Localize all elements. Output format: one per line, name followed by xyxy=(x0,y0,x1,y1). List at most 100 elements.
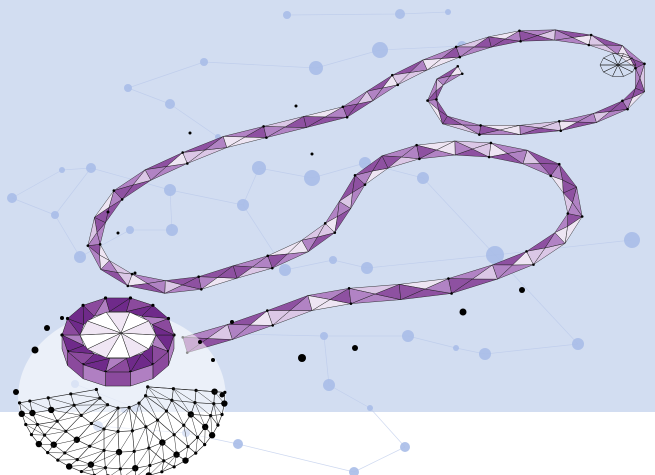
vertex-dot xyxy=(459,308,467,316)
dome-edge xyxy=(118,452,121,469)
tube-vertex xyxy=(415,143,418,147)
dome-edge xyxy=(57,415,82,422)
tube-facet xyxy=(507,149,528,165)
dome-edge xyxy=(145,426,163,443)
dome-edge xyxy=(70,393,75,406)
dome-edge xyxy=(163,460,175,468)
dome-edge xyxy=(195,444,205,454)
tube-facet xyxy=(352,175,366,193)
network-node xyxy=(237,199,249,211)
dome-edge xyxy=(120,468,122,475)
tube-facet xyxy=(562,179,577,194)
rim-facet xyxy=(61,334,68,366)
dome-edge xyxy=(31,424,38,435)
dome-vertex xyxy=(46,451,50,455)
tube-vertex xyxy=(557,162,561,166)
dome-edge xyxy=(44,421,58,436)
tube-facet xyxy=(147,280,166,294)
dome-edge xyxy=(25,424,45,436)
dome-edge xyxy=(37,424,45,436)
network-line xyxy=(234,333,325,337)
dome-edge xyxy=(145,419,158,428)
network-line xyxy=(169,189,244,206)
dome-edge xyxy=(111,468,121,475)
dome-edge xyxy=(190,414,198,438)
vertex-dot xyxy=(230,320,234,324)
dome-vertex xyxy=(172,465,176,469)
tube-vertex xyxy=(587,43,591,47)
network-node xyxy=(233,439,243,449)
tube-facet xyxy=(436,140,456,156)
dome-edge xyxy=(103,428,119,432)
network-node xyxy=(86,163,96,173)
dome-edge xyxy=(133,426,147,452)
tube-facet xyxy=(554,29,573,41)
tube-vertex xyxy=(333,231,337,234)
chestpiece-rim xyxy=(60,296,176,387)
tube-vertex xyxy=(353,174,357,177)
tube-vertex xyxy=(487,155,491,159)
tube-vertex xyxy=(435,98,438,101)
dome-vertex xyxy=(35,440,43,448)
network-node xyxy=(51,211,59,219)
tube-facet xyxy=(526,247,546,265)
dome-edge xyxy=(107,404,119,409)
dome-edge xyxy=(56,421,67,432)
dome-edge xyxy=(91,407,119,424)
dome-edge xyxy=(194,402,214,405)
tube-facet xyxy=(519,30,538,42)
network-line xyxy=(79,229,131,258)
tube-facet xyxy=(401,144,420,160)
tube-vertex xyxy=(323,222,327,225)
network-node xyxy=(445,9,451,15)
dome-edge xyxy=(149,460,164,466)
network-line xyxy=(379,45,463,51)
dome-edge xyxy=(157,419,175,436)
tube-vertex xyxy=(621,99,624,103)
network-node xyxy=(486,246,504,264)
dome-edge xyxy=(173,388,196,403)
tube-vertex xyxy=(518,29,521,33)
vertex-dot xyxy=(188,131,192,135)
network-line xyxy=(90,167,171,191)
dome-edge xyxy=(166,410,184,426)
tube-vertex xyxy=(186,162,189,165)
vertex-dot xyxy=(310,152,314,156)
scattered-vertices xyxy=(13,104,525,398)
network-node xyxy=(126,226,134,234)
dome-edge xyxy=(105,467,108,475)
dome-edge xyxy=(147,386,174,389)
dome-edge xyxy=(48,393,71,399)
vertex-dot xyxy=(106,210,110,214)
network-node xyxy=(309,61,323,75)
tube-facet xyxy=(617,45,631,59)
dome-edge xyxy=(147,386,167,412)
dome-edge xyxy=(204,426,206,445)
dome-edge xyxy=(103,450,106,468)
rim-vertex xyxy=(103,296,108,300)
tube-vertex xyxy=(454,45,458,49)
vertex-dot xyxy=(219,392,225,398)
dome-vertex xyxy=(220,412,224,417)
rim-facet xyxy=(151,324,175,336)
rim-vertex xyxy=(65,316,70,321)
dome-vertex xyxy=(56,458,60,462)
network-line xyxy=(237,443,355,473)
dome-edge xyxy=(214,391,225,393)
vertex-dot xyxy=(31,346,39,354)
chestpiece xyxy=(17,296,228,475)
network-node xyxy=(479,348,491,360)
dome-edge xyxy=(194,402,211,416)
tube-facet xyxy=(554,226,568,244)
dome-edge xyxy=(89,428,105,447)
dome-edge xyxy=(32,412,58,422)
tube-vertex xyxy=(458,55,462,59)
dome-vertex xyxy=(87,461,95,468)
tube-facet xyxy=(303,116,326,128)
dome-edge xyxy=(217,414,223,426)
tube-facet xyxy=(87,232,101,246)
tube-vertex xyxy=(200,287,203,291)
tube-facet xyxy=(217,265,238,279)
tube-facet xyxy=(588,34,606,46)
tube-vertex xyxy=(519,39,522,43)
